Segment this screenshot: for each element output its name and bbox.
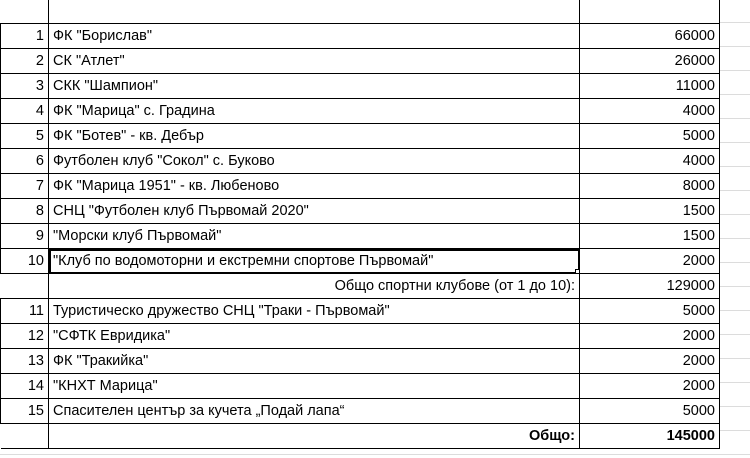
amount-cell[interactable]: 11000	[579, 73, 720, 99]
table-row[interactable]: 9 "Морски клуб Първомай" 1500	[0, 223, 720, 249]
row-number-cell[interactable]	[0, 273, 49, 299]
summary-label-cell[interactable]: Общо:	[48, 423, 580, 449]
clubs-funding-table[interactable]: 1 ФК "Борислав" 66000 2 СК "Атлет" 26000 3 СКК …	[0, 0, 720, 449]
organization-name-cell[interactable]: ФК "Тракийка"	[48, 348, 580, 374]
table-row[interactable]: 3 СКК "Шампион" 11000	[0, 73, 720, 99]
row-number-cell[interactable]: 12	[0, 323, 49, 349]
amount-cell[interactable]: 5000	[579, 123, 720, 149]
table-row[interactable]: 7 ФК "Марица 1951" - кв. Любеново 8000	[0, 173, 720, 199]
table-row[interactable]: 1 ФК "Борислав" 66000	[0, 23, 720, 49]
organization-name-cell[interactable]: СНЦ "Футболен клуб Първомай 2020"	[48, 198, 580, 224]
fill-handle[interactable]	[575, 269, 579, 273]
row-number-cell[interactable]: 7	[0, 173, 49, 199]
cell-text: Футболен клуб "Сокол" с. Буково	[53, 152, 275, 169]
row-number-cell[interactable]: 8	[0, 198, 49, 224]
organization-name-cell[interactable]: Туристическо дружество СНЦ "Траки - Първ…	[48, 298, 580, 324]
organization-name-cell[interactable]: Спасителен център за кучета „Подай лапа“	[48, 398, 580, 424]
table-header-spacer-row	[0, 0, 720, 24]
organization-name-cell[interactable]: "КНХТ Марица"	[48, 373, 580, 399]
table-summary-row[interactable]: Общо спортни клубове (от 1 до 10): 129000	[0, 273, 720, 299]
cell-text: ФК "Марица" с. Градина	[53, 102, 215, 119]
table-row[interactable]: 4 ФК "Марица" с. Градина 4000	[0, 98, 720, 124]
cell-text: ФК "Ботев" - кв. Дебър	[53, 127, 204, 144]
organization-name-cell[interactable]: ФК "Ботев" - кв. Дебър	[48, 123, 580, 149]
amount-cell[interactable]: 4000	[579, 148, 720, 174]
cell-text: СКК "Шампион"	[53, 77, 159, 94]
cell-text: Общо спортни клубове (от 1 до 10):	[334, 277, 575, 294]
cell-text: "Клуб по водомоторни и екстремни спортов…	[53, 252, 434, 269]
amount-cell[interactable]: 8000	[579, 173, 720, 199]
organization-name-cell[interactable]: "Морски клуб Първомай"	[48, 223, 580, 249]
amount-cell[interactable]: 2000	[579, 348, 720, 374]
cell-text: Общо:	[529, 427, 575, 444]
amount-cell[interactable]: 1500	[579, 198, 720, 224]
row-number-cell[interactable]: 9	[0, 223, 49, 249]
organization-name-cell[interactable]: ФК "Борислав"	[48, 23, 580, 49]
cell-text: "СФТК Евридика"	[53, 327, 171, 344]
amount-cell[interactable]: 1500	[579, 223, 720, 249]
amount-cell[interactable]: 5000	[579, 298, 720, 324]
amount-cell[interactable]: 66000	[579, 23, 720, 49]
amount-cell[interactable]: 4000	[579, 98, 720, 124]
cell-text: "КНХТ Марица"	[53, 377, 158, 394]
row-number-cell[interactable]: 5	[0, 123, 49, 149]
amount-cell[interactable]: 5000	[579, 398, 720, 424]
table-row[interactable]: 11 Туристическо дружество СНЦ "Траки - Пъ…	[0, 298, 720, 324]
organization-name-cell[interactable]: СКК "Шампион"	[48, 73, 580, 99]
row-number-cell[interactable]: 15	[0, 398, 49, 424]
amount-cell[interactable]: 2000	[579, 373, 720, 399]
organization-name-cell[interactable]: ФК "Марица 1951" - кв. Любеново	[48, 173, 580, 199]
amount-cell[interactable]: 26000	[579, 48, 720, 74]
organization-name-cell[interactable]: ФК "Марица" с. Градина	[48, 98, 580, 124]
row-number-cell[interactable]	[0, 423, 49, 449]
table-row[interactable]: 15 Спасителен център за кучета „Подай лап…	[0, 398, 720, 424]
row-number-cell[interactable]: 4	[0, 98, 49, 124]
organization-name-cell[interactable]: СК "Атлет"	[48, 48, 580, 74]
row-number-cell[interactable]: 13	[0, 348, 49, 374]
table-row[interactable]: 10 "Клуб по водомоторни и екстремни спорт…	[0, 248, 720, 274]
summary-amount-cell[interactable]: 145000	[579, 423, 720, 449]
spacer-cell-idx[interactable]	[0, 0, 49, 24]
table-summary-row[interactable]: Общо: 145000	[0, 423, 720, 449]
cell-text: Спасителен център за кучета „Подай лапа“	[53, 402, 345, 419]
table-row[interactable]: 6 Футболен клуб "Сокол" с. Буково 4000	[0, 148, 720, 174]
cell-text: СНЦ "Футболен клуб Първомай 2020"	[53, 202, 309, 219]
amount-cell[interactable]: 2000	[579, 323, 720, 349]
cell-text: "Морски клуб Първомай"	[53, 227, 222, 244]
table-row[interactable]: 2 СК "Атлет" 26000	[0, 48, 720, 74]
row-number-cell[interactable]: 1	[0, 23, 49, 49]
table-row[interactable]: 5 ФК "Ботев" - кв. Дебър 5000	[0, 123, 720, 149]
table-row[interactable]: 8 СНЦ "Футболен клуб Първомай 2020" 1500	[0, 198, 720, 224]
table-row[interactable]: 13 ФК "Тракийка" 2000	[0, 348, 720, 374]
table-row[interactable]: 12 "СФТК Евридика" 2000	[0, 323, 720, 349]
row-number-cell[interactable]: 11	[0, 298, 49, 324]
row-number-cell[interactable]: 10	[0, 248, 49, 274]
amount-cell[interactable]: 2000	[579, 248, 720, 274]
cell-text: ФК "Тракийка"	[53, 352, 149, 369]
row-number-cell[interactable]: 2	[0, 48, 49, 74]
cell-text: СК "Атлет"	[53, 52, 125, 69]
cell-text: ФК "Борислав"	[53, 27, 153, 44]
cell-text: ФК "Марица 1951" - кв. Любеново	[53, 177, 280, 194]
row-number-cell[interactable]: 3	[0, 73, 49, 99]
organization-name-cell[interactable]: "Клуб по водомоторни и екстремни спортов…	[48, 248, 580, 274]
summary-amount-cell[interactable]: 129000	[579, 273, 720, 299]
table-row[interactable]: 14 "КНХТ Марица" 2000	[0, 373, 720, 399]
cell-text: Туристическо дружество СНЦ "Траки - Първ…	[53, 302, 390, 319]
organization-name-cell[interactable]: "СФТК Евридика"	[48, 323, 580, 349]
spacer-cell-val[interactable]	[579, 0, 720, 24]
row-number-cell[interactable]: 14	[0, 373, 49, 399]
organization-name-cell[interactable]: Футболен клуб "Сокол" с. Буково	[48, 148, 580, 174]
summary-label-cell[interactable]: Общо спортни клубове (от 1 до 10):	[48, 273, 580, 299]
spacer-cell-name[interactable]	[48, 0, 580, 24]
row-number-cell[interactable]: 6	[0, 148, 49, 174]
